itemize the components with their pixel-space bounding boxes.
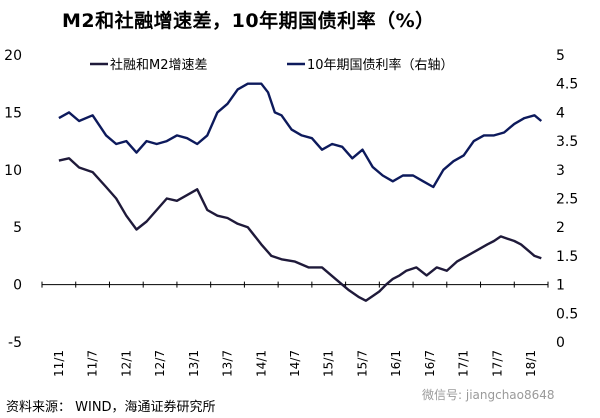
x-tick-label: 11/7 [86, 350, 100, 377]
y-right-tick-label: 2.5 [556, 192, 578, 208]
chart-legend: 社融和M2增速差 10年期国债利率（右轴） [90, 57, 454, 73]
y-right-tick-label: 2 [556, 220, 565, 236]
x-tick-label: 13/1 [187, 350, 201, 377]
chart-lines [58, 82, 543, 302]
x-tick-label: 15/1 [322, 350, 336, 377]
series-line-2 [58, 82, 543, 189]
x-tick-label: 16/7 [423, 350, 437, 377]
x-tick-label: 15/7 [355, 350, 369, 377]
y-right-tick-label: 1 [556, 278, 565, 294]
x-tick-label: 14/7 [288, 350, 302, 377]
y-right-tick-label: 3 [556, 163, 565, 179]
legend-label: 社融和M2增速差 [110, 57, 208, 73]
y-left-tick-label: 5 [13, 220, 22, 236]
x-tick-label: 12/7 [153, 350, 167, 377]
legend-label: 10年期国债利率（右轴） [307, 57, 454, 73]
y-right-tick-label: 4.5 [556, 77, 578, 93]
y-left-tick-label: -5 [8, 335, 22, 351]
y-left-tick-label: 10 [4, 163, 22, 179]
x-tick-label: 17/7 [490, 350, 504, 377]
watermark-text: 微信号: jiangchao8648 [422, 388, 555, 402]
y-left-tick-label: 0 [13, 278, 22, 294]
chart-axes: -5 0 5 10 15 20 0 0.5 1 1.5 2 2.5 3 3.5 4 4.5 5 11/1 11/7 1… [4, 48, 578, 377]
x-tick-label: 11/1 [52, 350, 66, 377]
y-left-tick-label: 15 [4, 105, 22, 121]
y-right-tick-label: 4 [556, 105, 565, 121]
y-right-tick-label: 5 [556, 48, 565, 64]
y-left-tick-label: 20 [4, 48, 22, 64]
x-tick-label: 18/1 [524, 350, 538, 377]
y-right-tick-label: 0.5 [556, 306, 578, 322]
source-note: 资料来源： WIND，海通证券研究所 [6, 400, 216, 415]
x-tick-label: 13/7 [221, 350, 235, 377]
chart-title: M2和社融增速差，10年期国债利率（%） [62, 10, 435, 32]
series-line-1 [58, 157, 542, 302]
y-right-tick-label: 3.5 [556, 134, 578, 150]
x-tick-label: 17/1 [457, 350, 471, 377]
x-tick-label: 16/1 [389, 350, 403, 377]
y-right-tick-label: 1.5 [556, 249, 578, 265]
x-tick-label: 14/1 [254, 350, 268, 377]
y-right-tick-label: 0 [556, 335, 565, 351]
x-tick-label: 12/1 [119, 350, 133, 377]
